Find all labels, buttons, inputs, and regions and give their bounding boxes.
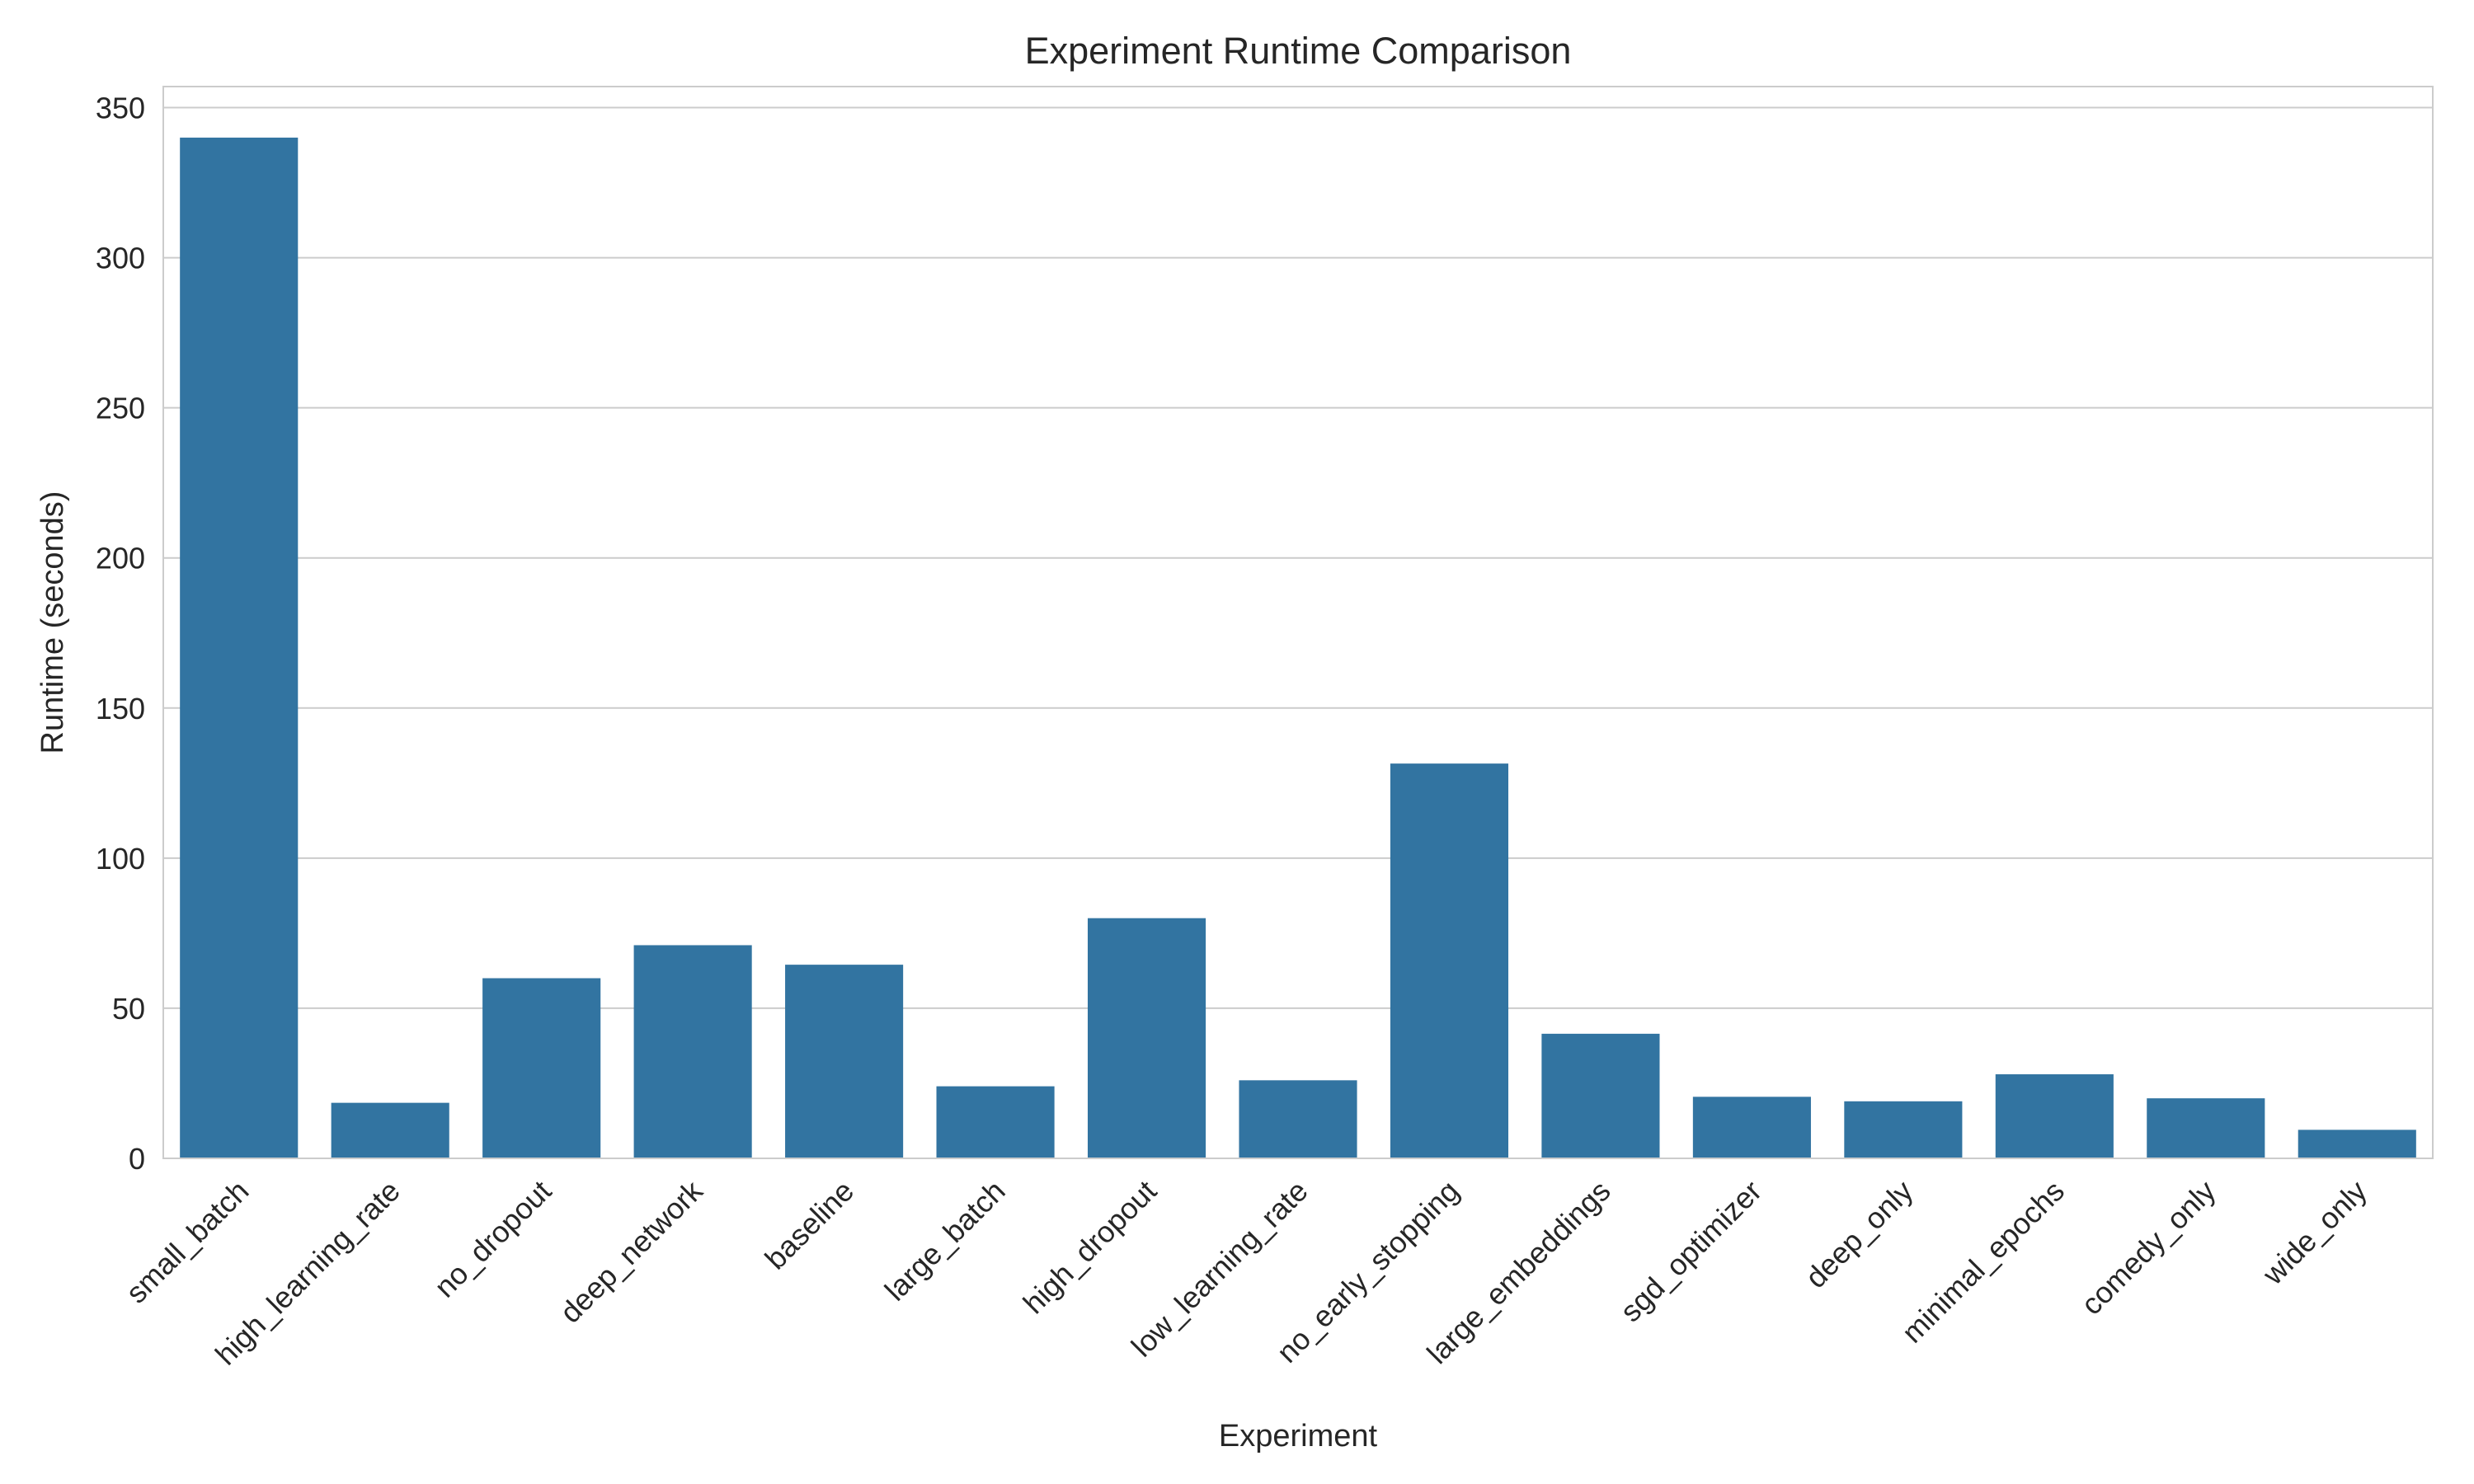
bar-large-embeddings xyxy=(1541,1033,1660,1158)
y-tick-label: 300 xyxy=(96,242,145,275)
y-tick-label: 150 xyxy=(96,692,145,726)
bar-sgd-optimizer xyxy=(1692,1097,1811,1158)
x-tick-label: wide_only xyxy=(2255,1174,2373,1292)
bars xyxy=(180,137,2416,1158)
x-tick-label: deep_only xyxy=(1799,1174,1919,1294)
bar-deep-network xyxy=(633,945,752,1158)
x-tick-label: baseline xyxy=(758,1174,860,1276)
chart-title: Experiment Runtime Comparison xyxy=(1025,30,1572,72)
y-axis-label: Runtime (seconds) xyxy=(35,491,70,754)
y-axis-ticks: 0 50 100 150 200 250 300 350 xyxy=(96,91,145,1176)
bar-high-learning-rate xyxy=(331,1102,449,1158)
x-tick-label: small_batch xyxy=(120,1174,256,1310)
y-tick-label: 250 xyxy=(96,392,145,425)
x-tick-label: minimal_epochs xyxy=(1895,1174,2071,1350)
bar-wide-only xyxy=(2298,1129,2416,1158)
x-tick-label: comedy_only xyxy=(2074,1174,2222,1322)
plot-frame xyxy=(162,86,2434,1159)
x-tick-label: deep_network xyxy=(553,1173,710,1330)
x-tick-label: high_dropout xyxy=(1017,1174,1164,1321)
bar-low-learning-rate xyxy=(1239,1080,1357,1158)
bar-minimal-epochs xyxy=(1995,1074,2114,1158)
y-tick-label: 350 xyxy=(96,91,145,124)
y-tick-label: 0 xyxy=(129,1142,145,1176)
x-tick-label: no_dropout xyxy=(428,1174,558,1304)
x-tick-label: sgd_optimizer xyxy=(1614,1174,1768,1328)
x-axis-label: Experiment xyxy=(1219,1419,1378,1453)
y-tick-label: 200 xyxy=(96,542,145,575)
y-tick-label: 100 xyxy=(96,842,145,876)
bar-comedy-only xyxy=(2147,1098,2265,1158)
bar-no-dropout xyxy=(482,978,601,1158)
bar-baseline xyxy=(785,965,904,1158)
bar-high-dropout xyxy=(1087,918,1206,1158)
bar-no-early-stopping xyxy=(1390,763,1509,1158)
bar-large-batch xyxy=(936,1086,1055,1158)
bar-deep-only xyxy=(1844,1101,1963,1158)
bar-small-batch xyxy=(180,137,299,1158)
x-tick-label: large_batch xyxy=(878,1174,1012,1308)
y-tick-label: 50 xyxy=(112,992,145,1026)
